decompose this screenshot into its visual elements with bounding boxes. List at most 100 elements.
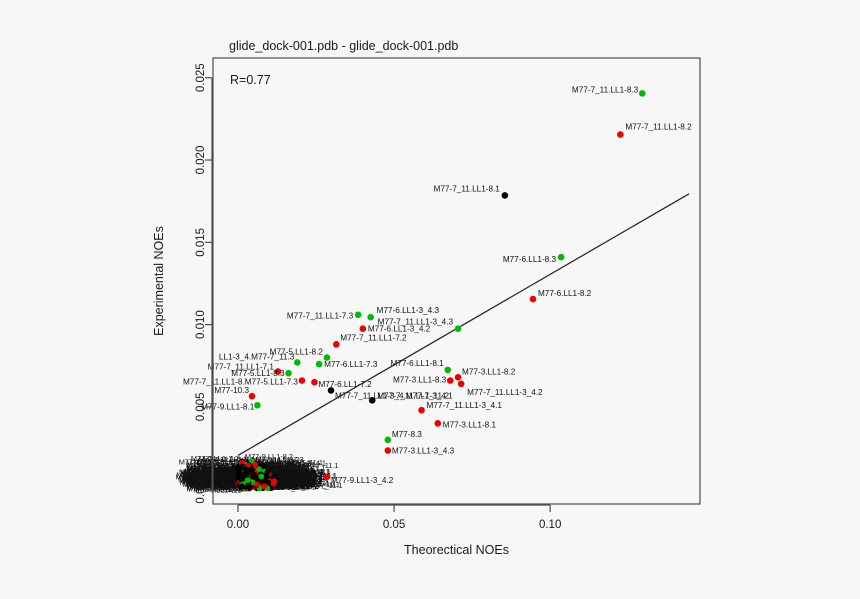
cluster-point-label: M77-4.LL1-7.3 xyxy=(187,461,235,470)
cluster-point-label: M77-10.LL1-3_4.3 xyxy=(186,465,246,474)
cluster-point-label: M77-9.LL1-7.3 xyxy=(246,473,294,482)
cluster-point-label: M77-4.LL1-7.3 xyxy=(203,462,251,471)
cluster-point-label: M77-4.LL1-7.3 xyxy=(196,473,244,482)
cluster-point-label: M77-11.LL1-3_4.1 xyxy=(260,480,320,489)
cluster-point-label: M77-3.LL1-3_4.2 xyxy=(192,470,248,479)
cluster-marker-layer xyxy=(235,458,279,492)
cluster-point-label: M77-11.LL1-3_4.1 xyxy=(259,464,319,473)
cluster-point-label: M77-4.LL1-7.3 xyxy=(205,469,253,478)
cluster-point-label: M77-2.LL1-3_4.2 xyxy=(266,479,322,488)
cluster-point-label: M77-9.LL1-7.3 xyxy=(272,474,320,483)
cluster-point-label: M77-12.LL1-7.1 xyxy=(262,477,314,486)
cluster-point-label: M77-6.LL1-7.1 xyxy=(193,486,241,495)
cluster-point-label: M77-2.LL1-7.2 xyxy=(197,475,245,484)
point-label: M77-7_11.LL1-3_4.3 xyxy=(378,318,454,327)
cluster-point-label: M77-12.LL1-7.1 xyxy=(257,481,309,490)
cluster-point-label: M77-4.LL1-8.1 xyxy=(193,480,241,489)
cluster-point-label: M77-5.LL1-3_4.2 xyxy=(250,481,306,490)
cluster-point-label: M77-7_11.LL1-3_4.1 xyxy=(248,469,316,478)
cluster-point-label: M77-11.LL1-8.3 xyxy=(185,469,237,478)
cluster-point-label: M77-2.LL1-7.2 xyxy=(195,477,243,486)
cluster-point-label: M77-4.LL1-8.1 xyxy=(209,474,257,483)
y-axis-title: Experimental NOEs xyxy=(152,226,166,336)
labeled-data-point xyxy=(311,378,318,386)
cluster-point-label: M77-9.LL1-8.2 xyxy=(253,480,301,489)
labeled-data-point xyxy=(454,325,462,333)
data-point xyxy=(261,483,268,490)
cluster-point-label: M77-3.LL1-7.3 xyxy=(210,479,258,488)
point-label: M77-7_11.LL1-3_4.1 xyxy=(427,401,503,410)
cluster-point-label: M77-9.LL1-7.3 xyxy=(254,464,302,473)
cluster-point-label: M77-4.LL1-7.3 xyxy=(207,468,255,477)
cluster-point-label: M77-9.LL1-7.3 xyxy=(252,483,300,492)
cluster-point-label: M77-8.LL1-8.3 xyxy=(267,467,315,476)
data-point xyxy=(256,466,263,473)
cluster-point-label: M77-7.LL1-8.2 xyxy=(197,478,245,487)
point-label: M77-7_11.LL1-8.2 xyxy=(625,123,692,132)
cluster-point-label: M77-5.LL1-7.2 xyxy=(257,472,305,481)
point-label: M77-7_11.LL1-8.1 xyxy=(434,184,501,193)
cluster-point-label: M77-7.LL1-8.2 xyxy=(202,477,250,486)
cluster-point-label: M77-1.LL1-3_4.3 xyxy=(205,471,261,480)
point-label: M77-6.LL1-7.2 xyxy=(318,380,372,389)
cluster-point-label: M77-11.LL1-8.3 xyxy=(207,470,259,479)
data-point xyxy=(244,469,251,476)
cluster-point-label: M77-7_11.LL1-3_4.1 xyxy=(258,469,326,478)
cluster-point-label: M77-4.LL1-8.1 xyxy=(197,470,245,479)
cluster-point-label: M77-3.LL1-3_4.2 xyxy=(188,471,244,480)
cluster-point-label: M77-7_11.LL1-8.1 xyxy=(187,477,247,486)
cluster-point-label: M77-9.LL1-8.2 xyxy=(249,469,297,478)
cluster-point-label: LL1-3_4.M77-7_11.1 xyxy=(262,467,330,476)
cluster-point-label: M77-10.LL1-3_4.3 xyxy=(190,470,250,479)
cluster-point-label: M77-5.LL1-7.2 xyxy=(262,470,310,479)
cluster-point-label: M77-11.LL1-8.3 xyxy=(201,472,253,481)
data-point xyxy=(235,464,242,471)
cluster-point-label: M77-5.LL1-3_4.2 xyxy=(255,462,311,471)
cluster-point-label: M77-4.LL1-7.3 xyxy=(195,476,243,485)
cluster-point-label: M77-3.LL1-3_4.2 xyxy=(193,467,249,476)
cluster-point-label: M77-2.LL1-3_4.2 xyxy=(251,464,307,473)
cluster-point-label: M77-6.LL1-3_4.1 xyxy=(182,472,238,481)
cluster-point-label: M77-7.LL1-8.2 xyxy=(212,469,260,478)
cluster-point-label: LL1-3_4.M77-7_11.1 xyxy=(255,468,323,477)
cluster-point-label: M77-4.LL1-7.3 xyxy=(194,476,242,485)
cluster-point-label: M77-8.LL1-7.2 xyxy=(258,460,306,469)
cluster-point-label: M77-11.LL1-8.3 xyxy=(201,471,253,480)
cluster-point-label: M77-6.LL1-3_4.1 xyxy=(191,464,247,473)
cluster-point-label: M77-3.LL1-3_4.2 xyxy=(187,464,243,473)
cluster-point-label: M77-2.LL1-7.2 xyxy=(191,475,239,484)
cluster-point-label: M77-3.LL1-7.3 xyxy=(196,470,244,479)
cluster-point-label: M77-7.LL1-8.2 xyxy=(193,471,241,480)
cluster-point-label: M77-2.LL1-7.2 xyxy=(205,465,253,474)
cluster-point-label: M77-3.LL1-3_4.2 xyxy=(193,476,249,485)
cluster-point-label: M77-10.LL1-8.1 xyxy=(247,468,299,477)
cluster-point-label: M77-6.LL1-7.1 xyxy=(202,474,250,483)
cluster-point-label: M77-7_11.LL1-3_4.1 xyxy=(244,477,312,486)
labeled-data-point xyxy=(248,392,256,400)
point-label: M77-7_11.LL1-8.3 xyxy=(572,85,639,94)
cluster-point-label: M77-7_11.LL1-8.1 xyxy=(188,481,248,490)
cluster-point-label: M77-9.LL1-7.3 xyxy=(270,477,318,486)
cluster-point-label: M77-11.LL1-8.3 xyxy=(198,466,250,475)
cluster-point-label: M77-7_11.LL1-8.1 xyxy=(187,473,247,482)
cluster-point-label: M77-7_11.LL1-8.1 xyxy=(176,473,236,482)
cluster-point-label: M77-9.LL1-8.2 xyxy=(265,480,313,489)
y-tick-label: 0.025 xyxy=(195,63,207,92)
cluster-point-label: M77-8.LL1-7.2 xyxy=(268,472,316,481)
cluster-point-label: M77-2.LL1-7.2 xyxy=(202,458,250,467)
point-label: M77-5.LL1-8.2 xyxy=(270,348,324,357)
point-label: M77-3.LL1-8.1 xyxy=(443,420,497,429)
cluster-point-label: M77-6.LL1-7.1 xyxy=(207,480,255,489)
cluster-point-label: M77-12.LL1-7.1 xyxy=(258,476,310,485)
cluster-point-label: M77-6.LL1-7.1 xyxy=(200,477,248,486)
cluster-point-label: M77-7_11.LL1-3_4.1 xyxy=(255,475,323,484)
cluster-point-label: M77-2.LL1-3_4.2 xyxy=(253,469,309,478)
point-label: M77-7_11.LL1-3_4.2 xyxy=(467,388,543,397)
cluster-point-label: M77-5.LL1-7.2 xyxy=(267,479,315,488)
cluster-point-label: M77-6.LL1-3_4.1 xyxy=(187,473,243,482)
cluster-point-label: M77-10.LL1-8.1 xyxy=(258,481,310,490)
labeled-data-point xyxy=(446,377,454,384)
data-point xyxy=(244,477,251,484)
correlation-annotation: R=0.77 xyxy=(230,73,271,87)
